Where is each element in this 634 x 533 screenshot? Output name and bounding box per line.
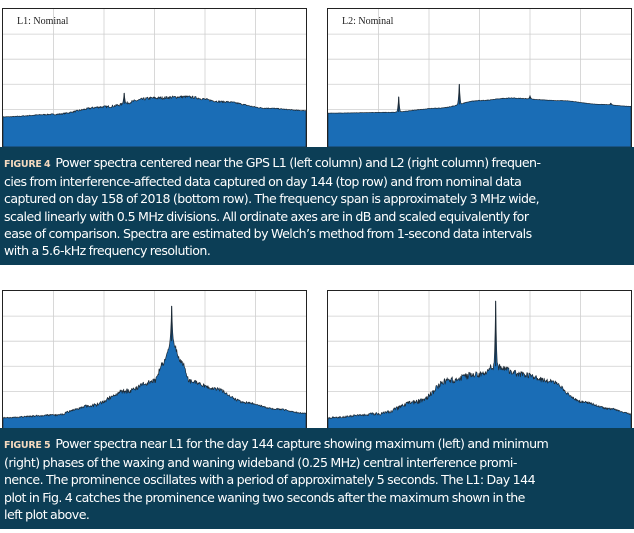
spectrum-area — [3, 92, 306, 147]
caption-line: FIGURE 5 Power spectra near L1 for the da… — [4, 435, 628, 454]
plot-l1-day144: L1: Nominal — [2, 8, 307, 148]
caption-line: left plot above. — [4, 506, 90, 522]
caption-line: plot in Fig. 4 catches the prominence wa… — [4, 489, 525, 505]
spectrum-area — [328, 83, 631, 147]
figure-tag: FIGURE 4 — [4, 159, 51, 170]
plot-label: L1: Nominal — [17, 16, 69, 27]
caption-line: nence. The prominence oscillates with a … — [4, 472, 536, 488]
plot-l1-max-phase — [2, 290, 307, 430]
figure-5-caption: FIGURE 5 Power spectra near L1 for the da… — [0, 428, 634, 529]
plot-label: L2: Nominal — [342, 16, 394, 27]
caption-line: FIGURE 4 Power spectra centered near the … — [4, 154, 628, 173]
spectrum-area — [328, 300, 631, 429]
spectrum-chart — [3, 291, 306, 429]
figure-tag: FIGURE 5 — [4, 440, 51, 451]
spectrum-chart — [328, 9, 631, 147]
spectrum-area — [3, 305, 306, 429]
figure-4-caption: FIGURE 4 Power spectra centered near the … — [0, 147, 634, 265]
caption-line: captured on day 158 of 2018 (bottom row)… — [4, 191, 540, 207]
plot-l1-min-phase — [327, 290, 632, 430]
caption-text: Power spectra centered near the GPS L1 (… — [55, 155, 541, 170]
caption-line: ease of comparison. Spectra are estimate… — [4, 225, 532, 241]
caption-line: (right) phases of the waxing and waning … — [4, 455, 517, 471]
caption-line: scaled linearly with 0.5 MHz divisions. … — [4, 208, 529, 224]
caption-line: cies from interference-affected data cap… — [4, 174, 522, 190]
spectrum-chart — [328, 291, 631, 429]
caption-line: with a 5.6-kHz frequency resolution. — [4, 243, 211, 259]
caption-text: Power spectra near L1 for the day 144 ca… — [55, 436, 549, 451]
plot-l2-day144: L2: Nominal — [327, 8, 632, 148]
spectrum-chart — [3, 9, 306, 147]
